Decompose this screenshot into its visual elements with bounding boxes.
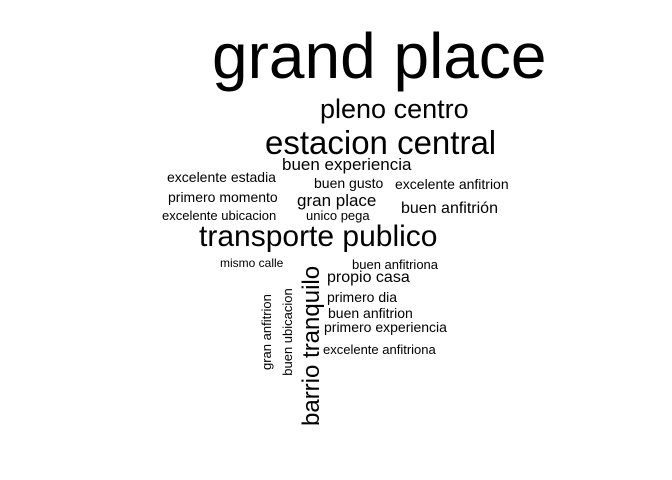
word-primero-dia: primero dia: [327, 289, 398, 305]
word-mismo-calle: mismo calle: [220, 256, 284, 270]
word-gran-place: gran place: [297, 191, 377, 210]
word-estacion-central: estacion central: [265, 124, 497, 161]
word-buen-gusto: buen gusto: [314, 175, 384, 191]
word-buen-anfitriona: buen anfitriona: [352, 257, 439, 272]
word-pleno-centro: pleno centro: [320, 94, 469, 124]
word-excelente-ubicacion: excelente ubicacion: [162, 208, 277, 223]
word-grand-place: grand place: [212, 20, 547, 92]
word-barrio-tranquilo: barrio tranquilo: [298, 265, 325, 426]
word-primero-experiencia: primero experiencia: [324, 319, 447, 335]
word-excelente-estadia: excelente estadia: [167, 169, 276, 185]
word-excelente-anfitriona: excelente anfitriona: [323, 342, 436, 357]
word-buen-ubicacion: buen ubicacion: [280, 288, 295, 376]
word-primero-momento: primero momento: [168, 189, 278, 205]
word-propio-casa: propio casa: [327, 269, 410, 286]
word-buen-anfitrion: buen anfitrion: [328, 305, 413, 321]
word-transporte-publico: transporte publico: [199, 220, 438, 253]
word-buen-anfitrion-accent: buen anfitrión: [401, 200, 498, 217]
word-unico-pega: unico pega: [306, 208, 370, 223]
word-excelente-anfitrion: excelente anfitrion: [395, 176, 509, 192]
word-gran-anfitrion: gran anfitrion: [259, 294, 274, 370]
word-buen-experiencia: buen experiencia: [282, 155, 412, 174]
